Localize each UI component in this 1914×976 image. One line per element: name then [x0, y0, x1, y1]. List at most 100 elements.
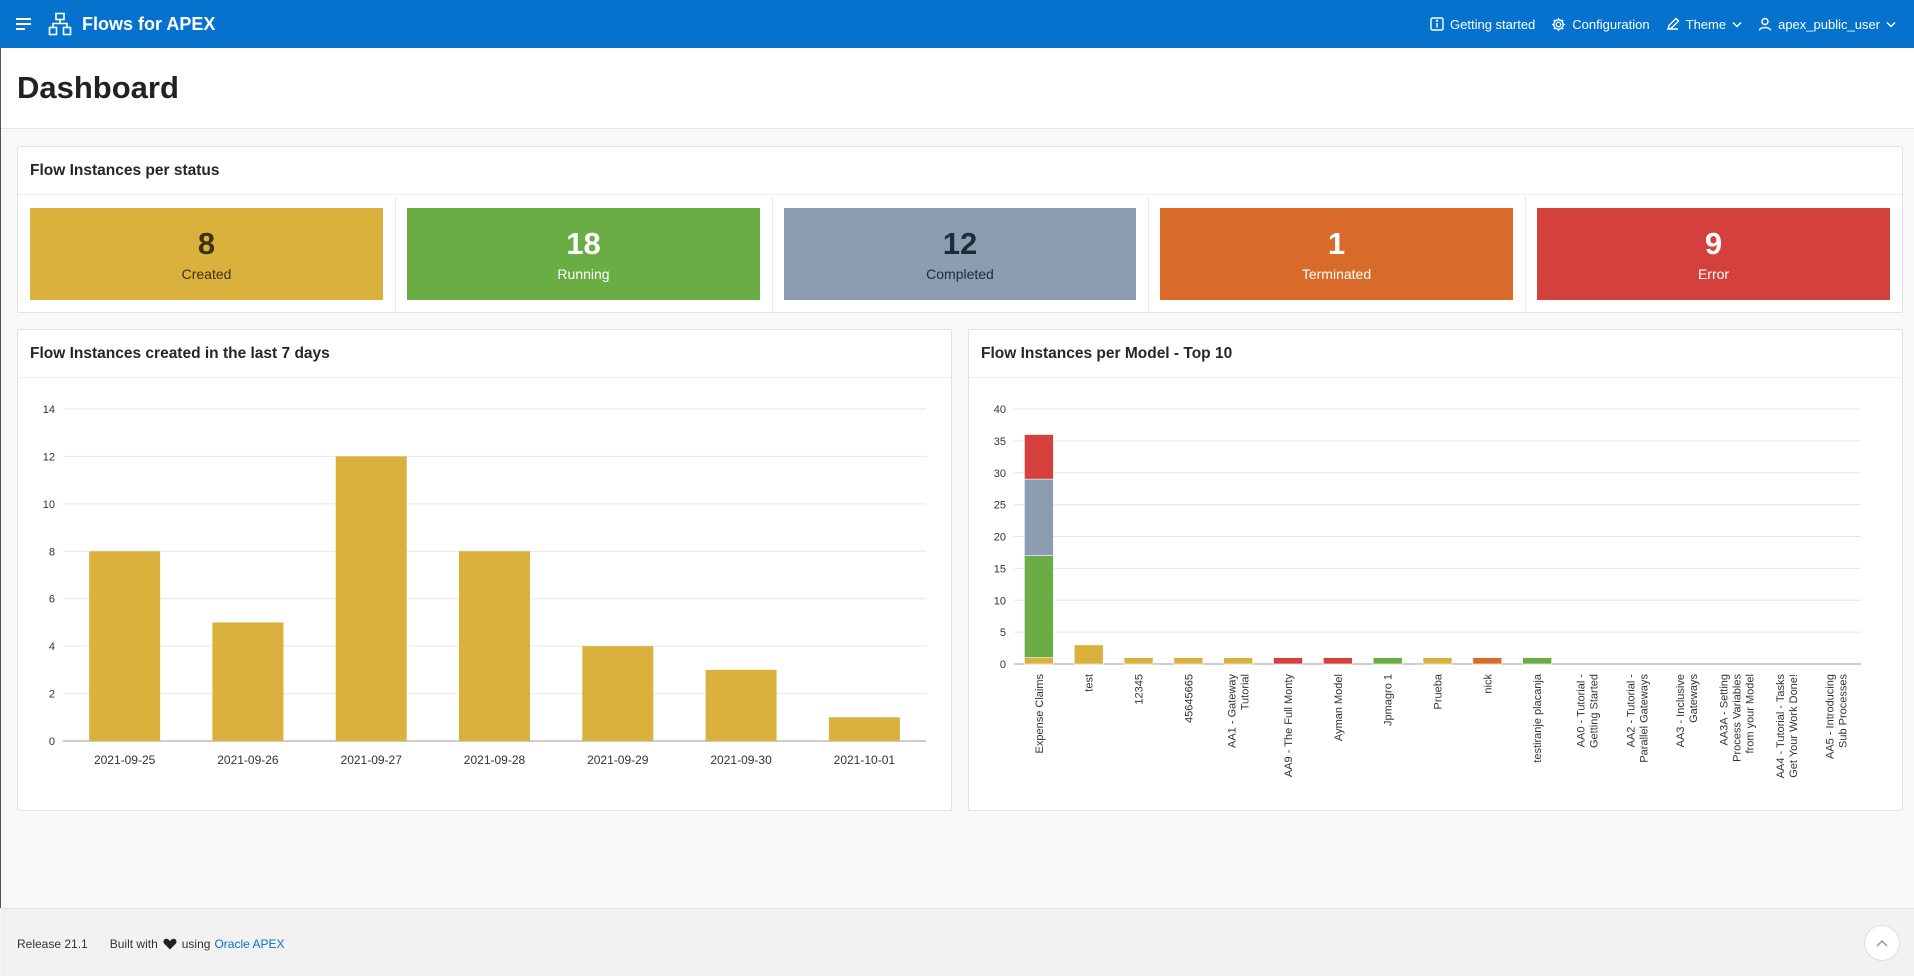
oracle-apex-link[interactable]: Oracle APEX: [214, 937, 285, 951]
user-name: apex_public_user: [1778, 16, 1880, 32]
x-tick-label: nick: [1482, 674, 1494, 694]
back-to-top-button[interactable]: [1864, 925, 1900, 961]
page-footer: Release 21.1 Built with using Oracle APE…: [1, 908, 1914, 976]
x-tick-label: AA2 - Tutorial -: [1625, 674, 1637, 748]
y-tick-label: 30: [994, 468, 1006, 480]
getting-started-link[interactable]: Getting started: [1422, 0, 1543, 48]
badge-error[interactable]: 9 Error: [1537, 208, 1890, 300]
bar-segment[interactable]: [1024, 657, 1054, 665]
badge-created[interactable]: 8 Created: [30, 208, 383, 300]
badge-separator: [395, 196, 396, 314]
user-menu[interactable]: apex_public_user: [1750, 0, 1904, 48]
bar[interactable]: [459, 551, 530, 741]
heart-icon: [163, 938, 177, 950]
bar[interactable]: [212, 622, 284, 741]
bar-segment[interactable]: [1372, 657, 1403, 665]
badge-value: 9: [1704, 226, 1723, 261]
y-tick-label: 20: [994, 532, 1006, 544]
y-tick-label: 10: [43, 499, 55, 511]
bar[interactable]: [335, 456, 407, 741]
hamburger-menu-icon: [16, 18, 31, 30]
page-title: Dashboard: [17, 70, 179, 105]
bar-segment[interactable]: [1073, 644, 1104, 665]
per-model-stacked-bar-chart: 0 5 10 15 20 25 30 35 40 Expense Claims test 12345 4…: [994, 404, 1861, 778]
bar-segment[interactable]: [1123, 657, 1154, 665]
bar-segment[interactable]: [1024, 434, 1054, 480]
app-title: Flows for APEX: [82, 13, 216, 34]
configuration-label: Configuration: [1572, 16, 1650, 32]
x-tick-label: Jpmagro 1: [1383, 674, 1395, 726]
x-tick-label: 2021-09-26: [217, 753, 279, 767]
left-border: [0, 48, 1, 908]
x-tick-label: AA0 - Tutorial -: [1575, 674, 1587, 748]
y-tick-label: 8: [49, 546, 55, 558]
x-tick-label: Process Variables: [1731, 674, 1743, 762]
badge-separator: [1525, 196, 1526, 314]
bar-segment[interactable]: [1173, 657, 1204, 665]
status-region-title: Flow Instances per status: [18, 147, 1902, 195]
info-square-icon: [1430, 17, 1444, 31]
bar-segment[interactable]: [1323, 657, 1353, 665]
x-tick-label: from your Model: [1744, 674, 1756, 753]
bar-segment[interactable]: [1472, 657, 1503, 665]
badge-label: Error: [1697, 266, 1730, 282]
x-tick-label: 2021-09-28: [464, 753, 526, 767]
x-tick-label: 2021-09-25: [94, 753, 156, 767]
theme-menu[interactable]: Theme: [1658, 0, 1750, 48]
x-tick-label: Get Your Work Done!: [1788, 674, 1800, 778]
y-tick-label: 25: [994, 500, 1006, 512]
x-tick-label: testiranje placanja: [1532, 673, 1544, 763]
pencil-icon: [1666, 17, 1680, 31]
bar-segment[interactable]: [1223, 657, 1254, 665]
badge-label: Completed: [926, 266, 994, 282]
x-tick-label: AA1 - Gateway: [1227, 674, 1239, 748]
y-tick-label: 0: [49, 736, 55, 748]
bar-segment[interactable]: [1522, 657, 1552, 665]
y-tick-label: 6: [49, 594, 55, 606]
chevron-up-icon: [1876, 939, 1888, 947]
bar-segment[interactable]: [1422, 657, 1453, 665]
x-tick-label: AA9 - The Full Monty: [1283, 674, 1295, 778]
badge-label: Running: [557, 266, 610, 282]
badge-label: Terminated: [1301, 266, 1372, 282]
y-tick-label: 0: [1000, 659, 1006, 671]
y-tick-label: 4: [49, 641, 55, 653]
app-logo[interactable]: Flows for APEX: [48, 12, 215, 36]
footer-info: Release 21.1 Built with using Oracle APE…: [17, 937, 284, 951]
bar[interactable]: [582, 646, 654, 741]
top-navigation-bar: Flows for APEX Getting started Configura…: [0, 0, 1914, 48]
y-tick-label: 15: [994, 563, 1006, 575]
bar[interactable]: [828, 717, 900, 741]
x-tick-label: AA3A - Setting: [1718, 674, 1730, 746]
x-tick-label: 2021-09-30: [710, 753, 772, 767]
x-tick-label: Gateways: [1688, 674, 1700, 723]
per-model-region-title: Flow Instances per Model - Top 10: [969, 330, 1902, 378]
badge-running[interactable]: 18 Running: [407, 208, 760, 300]
x-tick-label: 2021-09-29: [587, 753, 649, 767]
bar[interactable]: [89, 551, 161, 741]
x-tick-label: AA3 - Inclusive: [1675, 674, 1687, 747]
badge-terminated[interactable]: 1 Terminated: [1160, 208, 1513, 300]
x-tick-label: 2021-09-27: [341, 753, 403, 767]
x-tick-label: 2021-10-01: [834, 753, 896, 767]
chevron-down-icon: [1732, 21, 1742, 28]
bar-segment[interactable]: [1024, 478, 1054, 556]
badge-separator: [1148, 196, 1149, 314]
bar-segment[interactable]: [1273, 657, 1303, 665]
last-7-days-bar-chart: 0 2 4 6 8 10 12 14 2021-09-25 2021-09-26 2021-09-2…: [43, 404, 926, 767]
configuration-link[interactable]: Configuration: [1543, 0, 1657, 48]
x-tick-label: 12345: [1134, 674, 1146, 705]
gear-icon: [1552, 17, 1566, 31]
y-tick-label: 12: [43, 451, 55, 463]
release-text: Release 21.1: [17, 937, 88, 951]
badge-completed[interactable]: 12 Completed: [784, 208, 1136, 300]
nav-bar-right: Getting started Configuration Theme: [1422, 0, 1914, 48]
bar[interactable]: [705, 669, 777, 741]
status-badges: 8 Created 18 Running 12 Completed 1 Term…: [18, 196, 1902, 314]
last-7-days-region: Flow Instances created in the last 7 day…: [17, 329, 952, 811]
badge-value: 8: [197, 226, 216, 261]
x-tick-label: Getting Started: [1588, 674, 1600, 748]
chevron-down-icon: [1886, 21, 1896, 28]
hamburger-menu-button[interactable]: [0, 0, 48, 48]
bar-segment[interactable]: [1024, 555, 1054, 658]
